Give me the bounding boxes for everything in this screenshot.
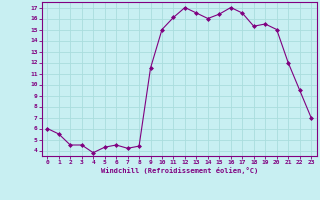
X-axis label: Windchill (Refroidissement éolien,°C): Windchill (Refroidissement éolien,°C) <box>100 167 258 174</box>
